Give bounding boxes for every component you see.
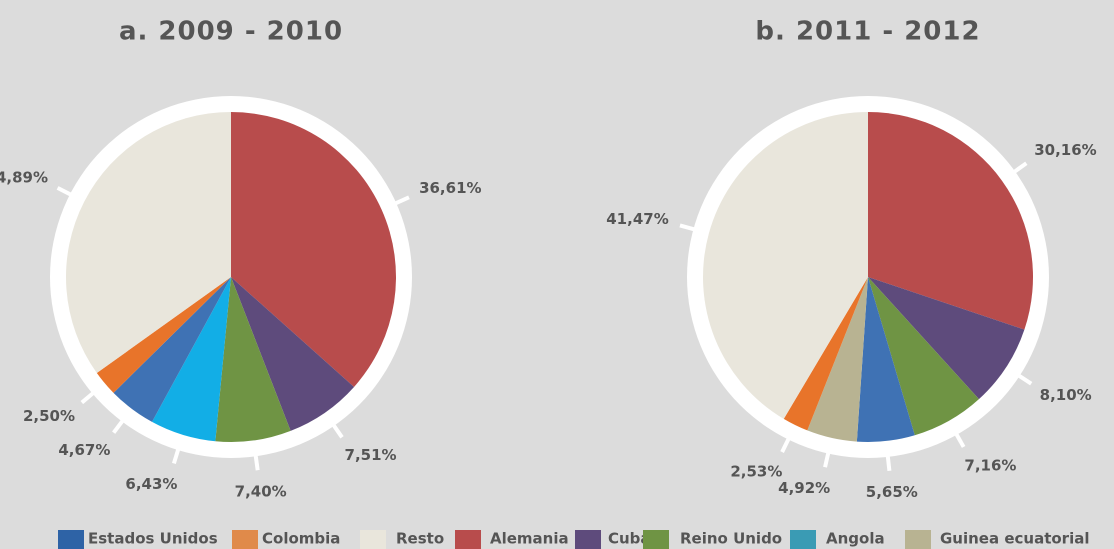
data-label: 7,16%: [964, 457, 1016, 475]
data-label: 5,65%: [866, 483, 918, 501]
label-tick: [1015, 372, 1033, 386]
legend-swatch: [575, 530, 601, 549]
legend-label: Angola: [826, 530, 885, 548]
pie-slice: [215, 277, 291, 442]
pie-slice: [868, 277, 979, 436]
label-tick: [1010, 161, 1028, 176]
pie-slice: [231, 277, 355, 431]
label-tick: [823, 449, 831, 468]
label-tick: [391, 195, 410, 207]
legend-label: Resto: [396, 530, 444, 548]
label-tick: [56, 186, 75, 198]
label-tick: [330, 421, 344, 439]
legend-label: Estados Unidos: [88, 530, 218, 548]
pie-slice: [65, 111, 231, 374]
data-label: 36,61%: [419, 179, 481, 197]
pie-slice: [868, 277, 1025, 400]
data-label: 30,16%: [1034, 141, 1096, 159]
legend-swatch: [790, 530, 816, 549]
legend-swatch: [232, 530, 258, 549]
chart-title: a. 2009 - 2010: [119, 17, 343, 47]
pie-slice: [231, 112, 396, 387]
data-label: 7,40%: [235, 482, 287, 500]
label-tick: [885, 452, 892, 472]
data-label: 34,89%: [0, 168, 48, 186]
label-tick: [679, 223, 698, 233]
legend-label: Cuba: [608, 530, 651, 548]
data-label: 41,47%: [606, 210, 668, 228]
pie-slice: [113, 277, 231, 422]
label-tick: [112, 417, 127, 434]
legend-label: Reino Unido: [680, 530, 782, 548]
legend-swatch: [905, 530, 931, 549]
legend-label: Colombia: [262, 530, 340, 548]
label-tick: [253, 452, 260, 471]
data-label: 4,67%: [58, 441, 110, 459]
data-label: 4,92%: [778, 479, 830, 497]
pie-slice: [783, 277, 868, 431]
label-tick: [953, 430, 966, 448]
pie-slice: [807, 277, 868, 442]
pie-slice: [856, 277, 915, 442]
data-label: 8,10%: [1040, 386, 1092, 404]
data-label: 2,53%: [730, 462, 782, 480]
label-tick: [780, 435, 792, 453]
legend-label: Alemania: [490, 530, 569, 548]
chart-title: b. 2011 - 2012: [755, 17, 980, 47]
pie-slice: [868, 112, 1033, 330]
legend-label: Guinea ecuatorial: [940, 530, 1089, 548]
data-label: 2,50%: [23, 407, 75, 425]
label-tick: [80, 389, 97, 405]
data-label: 6,43%: [125, 475, 177, 493]
pie-slice: [703, 112, 868, 419]
data-label: 7,51%: [345, 446, 397, 464]
legend-swatch: [360, 530, 386, 549]
label-tick: [171, 445, 182, 465]
pie-slice: [152, 277, 231, 442]
legend-swatch: [455, 530, 481, 549]
legend-swatch: [643, 530, 669, 549]
pie-slice: [96, 277, 231, 393]
legend-swatch: [58, 530, 84, 549]
